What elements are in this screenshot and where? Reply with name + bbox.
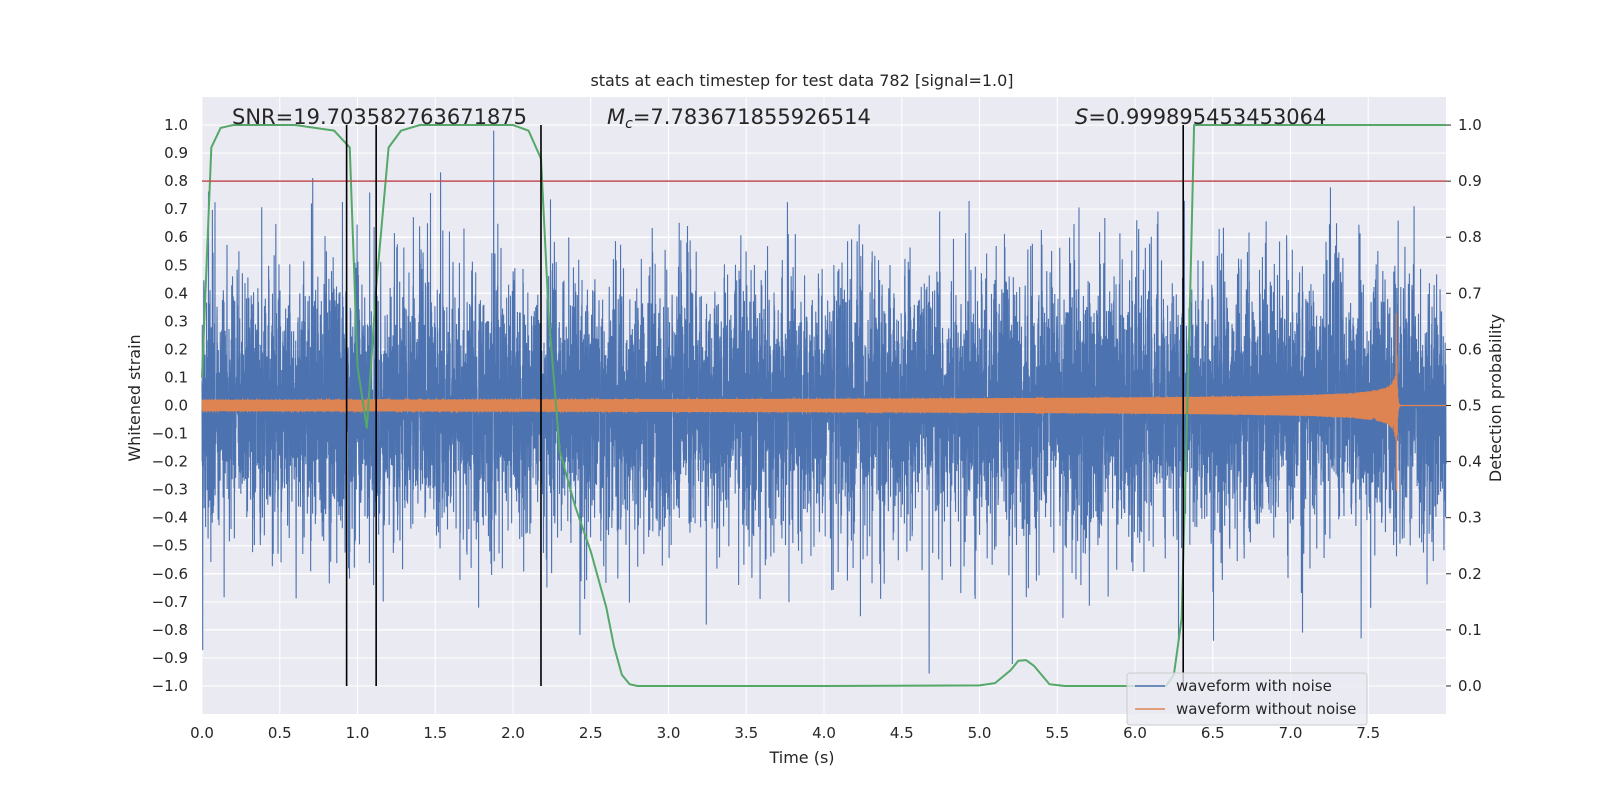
x-tick-label: 7.5	[1356, 724, 1380, 742]
s-value: =0.999895453453064	[1088, 105, 1326, 129]
y-tick-label: −0.4	[152, 509, 188, 527]
y-tick-label: −0.3	[152, 481, 188, 499]
x-tick-label: 0.0	[190, 724, 214, 742]
legend-box	[1126, 672, 1368, 726]
noise-waveform-line	[201, 130, 1447, 674]
x-tick-label: 2.0	[501, 724, 525, 742]
x-axis-ticks: 0.0 0.5 1.0 1.5 2.0 2.5 3.0 3.5 4.0 4.5 5.0 5.5 6.0 6…	[190, 724, 1380, 742]
clean-waveform-line	[201, 313, 1446, 491]
x-axis-label: Time (s)	[768, 748, 834, 767]
y-axis-ticks: −1.0 −0.9 −0.8 −0.7 −0.6 −0.5 −0.4 −0.3 −0.2 −0.1…	[152, 116, 188, 695]
x-tick-label: 2.5	[579, 724, 603, 742]
mc-value: =7.783671855926514	[633, 105, 871, 129]
y-tick-label: −0.5	[152, 537, 188, 555]
legend-label-noise: waveform with noise	[1176, 677, 1332, 695]
y2-tick-label: 0.7	[1458, 284, 1482, 302]
y2-tick-label: 0.4	[1458, 453, 1482, 471]
x-tick-label: 1.5	[423, 724, 447, 742]
legend: waveform with noise waveform without noi…	[1126, 672, 1368, 726]
snr-annotation: SNR=19.703582763671875	[232, 105, 527, 129]
y-tick-label: −0.1	[152, 425, 188, 443]
x-tick-label: 1.0	[346, 724, 370, 742]
x-tick-label: 4.0	[812, 724, 836, 742]
y2-tick-label: 0.5	[1458, 397, 1482, 415]
y2-tick-label: 0.6	[1458, 340, 1482, 358]
legend-label-signal: waveform without noise	[1176, 700, 1356, 718]
y-tick-label: −0.7	[152, 593, 188, 611]
y2-tick-label: 0.9	[1458, 172, 1482, 190]
x-tick-label: 6.5	[1201, 724, 1225, 742]
mc-symbol: M	[607, 105, 625, 129]
y-tick-label: 0.0	[164, 397, 188, 415]
y-tick-label: 0.2	[164, 340, 188, 358]
x-tick-label: 4.5	[890, 724, 914, 742]
x-tick-label: 3.0	[657, 724, 681, 742]
y-tick-label: −1.0	[152, 677, 188, 695]
vertical-markers	[345, 125, 1185, 686]
y2-tick-label: 0.0	[1458, 677, 1482, 695]
x-tick-label: 3.5	[734, 724, 758, 742]
s-symbol: S	[1075, 105, 1088, 129]
y-tick-label: 0.8	[164, 172, 188, 190]
y2-tick-label: 1.0	[1458, 116, 1482, 134]
x-tick-label: 5.5	[1045, 724, 1069, 742]
chart-title: stats at each timestep for test data 782…	[590, 71, 1013, 90]
x-tick-label: 6.0	[1123, 724, 1147, 742]
x-tick-label: 7.0	[1279, 724, 1303, 742]
x-tick-label: 5.0	[968, 724, 992, 742]
y-tick-label: 0.1	[164, 368, 188, 386]
y2-tick-label: 0.3	[1458, 509, 1482, 527]
y-tick-label: −0.8	[152, 621, 188, 639]
y-tick-label: 0.5	[164, 256, 188, 274]
y-tick-label: 0.3	[164, 312, 188, 330]
y-tick-label: 0.9	[164, 144, 188, 162]
y-axis-label: Whitened strain	[125, 334, 144, 461]
y2-axis-label: Detection probability	[1486, 314, 1505, 482]
y2-tick-label: 0.8	[1458, 228, 1482, 246]
y-tick-label: 0.4	[164, 284, 188, 302]
chirp-mass-annotation: Mc=7.783671855926514	[607, 105, 871, 132]
y-tick-label: 1.0	[164, 116, 188, 134]
series-waveform-without-noise	[201, 313, 1446, 491]
y-tick-label: −0.9	[152, 649, 188, 667]
mc-subscript: c	[625, 116, 633, 132]
significance-annotation: S=0.999895453453064	[1075, 105, 1326, 129]
y2-axis-ticks: 0.0 0.1 0.2 0.3 0.4 0.5 0.6 0.7 0.8 0.9 1.0	[1446, 116, 1482, 695]
y2-tick-label: 0.2	[1458, 565, 1482, 583]
y-tick-label: −0.6	[152, 565, 188, 583]
x-tick-label: 0.5	[268, 724, 292, 742]
series-waveform-with-noise	[201, 130, 1447, 674]
y-tick-label: −0.2	[152, 453, 188, 471]
y2-tick-label: 0.1	[1458, 621, 1482, 639]
y-tick-label: 0.7	[164, 200, 188, 218]
y-tick-label: 0.6	[164, 228, 188, 246]
